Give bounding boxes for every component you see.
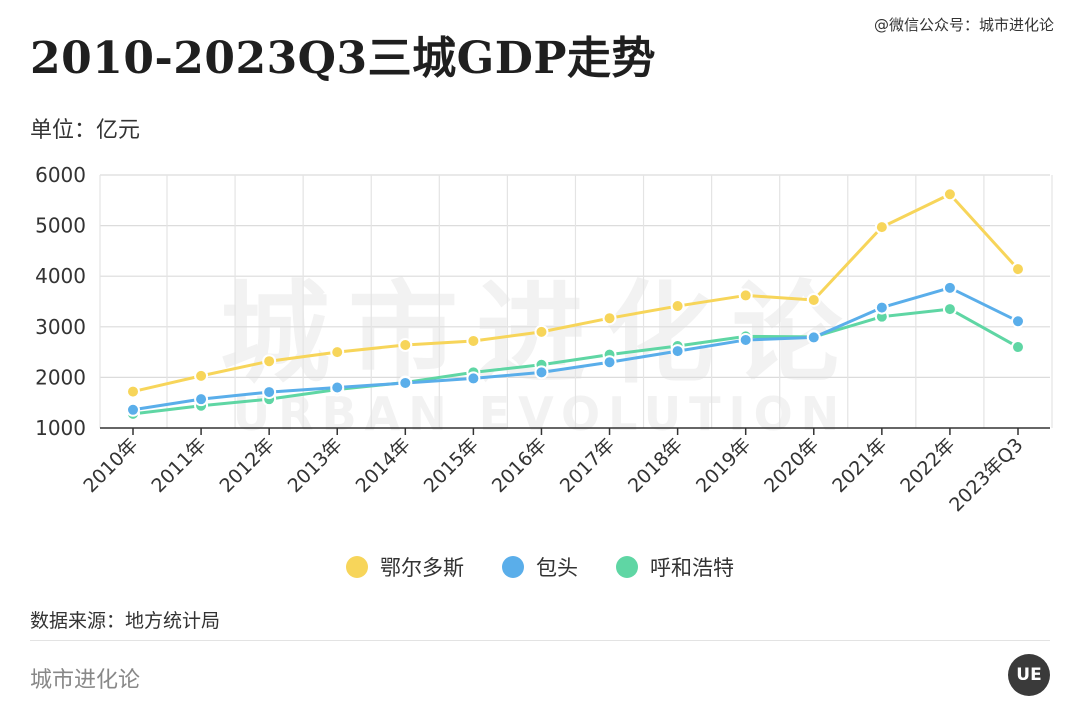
series-line-1 (132, 286, 1019, 412)
x-tick-label-9: 2019年 (692, 434, 755, 497)
data-point-1-5 (466, 371, 481, 386)
data-point-1-1 (194, 392, 209, 407)
x-tick-label-12: 2022年 (896, 434, 959, 497)
y-tick-label-5: 6000 (35, 163, 86, 187)
y-tick-label-3: 4000 (35, 264, 86, 288)
data-point-0-12 (942, 187, 957, 202)
x-tick-label-8: 2018年 (624, 434, 687, 497)
data-point-0-2 (262, 354, 277, 369)
x-tick-label-1: 2011年 (147, 434, 210, 497)
x-tick-label-2: 2012年 (216, 434, 279, 497)
series-lines (126, 187, 1025, 421)
legend-swatch-2 (616, 556, 638, 578)
data-point-2-13 (1011, 340, 1025, 355)
x-tick-label-10: 2020年 (760, 434, 823, 497)
series-1 (126, 280, 1025, 417)
legend-label-1: 包头 (536, 556, 578, 580)
data-point-0-13 (1011, 262, 1025, 277)
data-point-0-4 (398, 338, 413, 353)
x-tick-label-6: 2016年 (488, 434, 551, 497)
data-point-0-3 (330, 345, 345, 360)
legend-item-0[interactable]: 鄂尔多斯 (346, 552, 464, 582)
data-point-0-8 (670, 299, 685, 314)
legend-item-2[interactable]: 呼和浩特 (616, 552, 734, 582)
y-tick-label-1: 2000 (35, 365, 86, 389)
chart-grid (99, 174, 1053, 428)
data-point-2-12 (942, 302, 957, 317)
data-point-1-4 (398, 375, 413, 390)
data-point-1-8 (670, 344, 685, 359)
data-point-1-7 (602, 355, 617, 370)
data-point-1-11 (874, 300, 889, 315)
y-axis: 1000 2000 3000 4000 5000 6000 (35, 163, 86, 440)
data-point-1-3 (330, 380, 345, 395)
x-axis: 2010年 2011年 2012年 2013年 2014年 2015年 2016年 2017年… (79, 427, 1050, 516)
brand-logo: UE (1008, 654, 1050, 696)
footer-brand: 城市进化论 (30, 668, 141, 693)
data-point-0-1 (194, 368, 209, 383)
series-0 (126, 187, 1025, 399)
watermark-en: URBAN EVOLUTION (233, 387, 847, 441)
data-point-1-6 (534, 365, 549, 380)
data-point-1-2 (262, 385, 277, 400)
y-tick-label-0: 1000 (35, 416, 86, 440)
data-point-1-10 (806, 330, 821, 345)
data-point-1-12 (942, 280, 957, 295)
x-tick-label-13: 2023年Q3 (945, 434, 1027, 516)
series-line-0 (132, 192, 1020, 394)
series-line-2 (132, 307, 1019, 416)
data-point-0-9 (738, 288, 753, 303)
data-point-0-0 (126, 384, 140, 399)
data-source-note: 数据来源：地方统计局 (30, 610, 221, 632)
legend: 鄂尔多斯 包头 呼和浩特 (0, 552, 1080, 582)
wechat-account-label: @微信公众号：城市进化论 (873, 16, 1054, 34)
data-point-0-6 (534, 324, 549, 339)
legend-item-1[interactable]: 包头 (502, 552, 578, 582)
data-point-1-9 (738, 332, 753, 347)
chart-title: 2010-2023Q3三城GDP走势 (30, 33, 656, 84)
data-point-1-0 (126, 402, 140, 417)
x-tick-label-5: 2015年 (420, 434, 483, 497)
x-tick-label-7: 2017年 (556, 434, 619, 497)
data-point-0-11 (874, 220, 889, 235)
unit-label: 单位：亿元 (30, 118, 141, 143)
x-tick-label-3: 2013年 (284, 434, 347, 497)
x-tick-label-0: 2010年 (79, 434, 142, 497)
legend-label-2: 呼和浩特 (650, 556, 734, 580)
data-point-1-13 (1011, 314, 1025, 329)
data-point-0-7 (602, 311, 617, 326)
y-tick-label-4: 5000 (35, 214, 86, 238)
data-point-0-10 (806, 292, 821, 307)
data-point-0-5 (466, 333, 481, 348)
x-tick-label-11: 2021年 (828, 434, 891, 497)
footer-divider (30, 640, 1050, 641)
legend-swatch-0 (346, 556, 368, 578)
legend-swatch-1 (502, 556, 524, 578)
x-tick-label-4: 2014年 (352, 434, 415, 497)
legend-label-0: 鄂尔多斯 (380, 556, 464, 580)
y-tick-label-2: 3000 (35, 315, 86, 339)
